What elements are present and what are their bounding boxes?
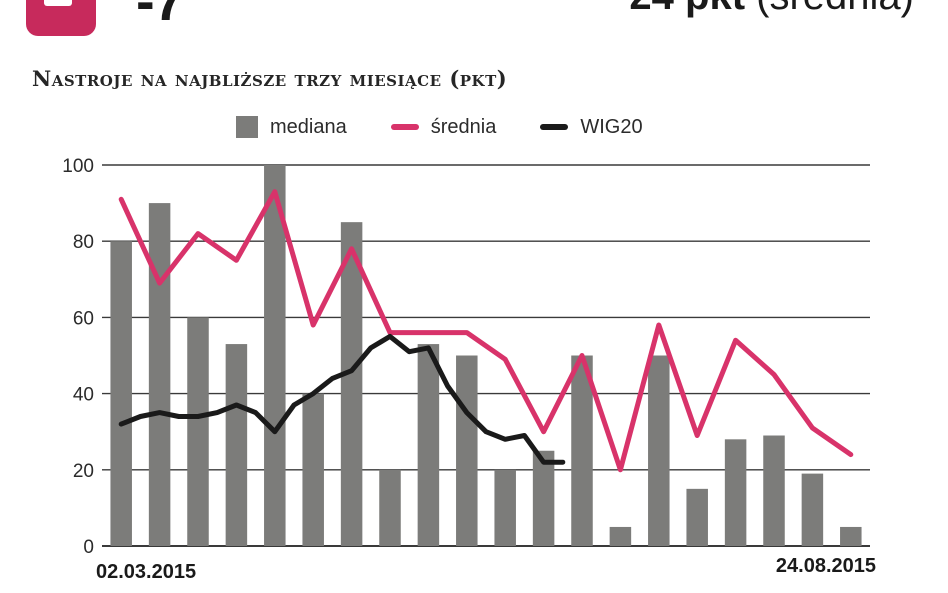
bar-mediana (840, 526, 862, 546)
bar-mediana (148, 203, 171, 546)
line-srednia (118, 189, 854, 473)
legend-swatch-mediana (236, 116, 258, 138)
bar-mediana (532, 450, 555, 546)
bar-mediana (724, 439, 747, 546)
bar-mediana (264, 165, 286, 546)
bar-mediana (494, 469, 516, 546)
line-wig20 (118, 333, 566, 465)
chart-legend: mediana średnia WIG20 (236, 114, 687, 140)
legend-item-wig20: WIG20 (540, 115, 643, 139)
y-tick-label: 100 (62, 156, 94, 177)
bar-mediana (763, 435, 785, 546)
legend-swatch-srednia (390, 124, 419, 130)
big-number: -7 (136, 0, 185, 32)
bar-mediana (571, 355, 593, 546)
bar-mediana (801, 473, 824, 546)
x-end-label: 24.08.2015 (776, 555, 876, 577)
bar-mediana (609, 526, 632, 546)
bar-mediana (648, 355, 670, 546)
bar-mediana (302, 393, 324, 546)
bar-mediana (456, 355, 478, 546)
headline: 24 pkt (średnia) (629, 0, 914, 19)
y-tick-label: 80 (73, 232, 94, 253)
badge-mark (44, 0, 72, 6)
legend-label-wig20: WIG20 (580, 115, 643, 138)
y-tick-label: 40 (73, 385, 94, 406)
bar-mediana (187, 317, 209, 546)
headline-note: (średnia) (756, 0, 914, 18)
bar-mediana (110, 241, 132, 546)
chart-title: Nastroje na najbliższe trzy miesiące (pk… (32, 66, 508, 91)
x-start-label: 02.03.2015 (96, 561, 196, 583)
headline-value: 24 pkt (629, 0, 745, 18)
y-tick-label: 0 (83, 537, 94, 558)
y-tick-label: 60 (73, 308, 94, 329)
bar-mediana (225, 344, 248, 546)
legend-item-mediana: mediana (236, 116, 347, 139)
y-tick-label: 20 (73, 461, 94, 482)
bar-mediana (417, 344, 440, 546)
brand-badge (26, 0, 96, 36)
legend-label-srednia: średnia (430, 115, 497, 138)
bar-mediana (686, 488, 708, 546)
bar-mediana (379, 469, 401, 546)
legend-swatch-wig20 (540, 124, 569, 130)
legend-label-mediana: mediana (270, 115, 347, 138)
bar-mediana (340, 222, 363, 546)
legend-item-srednia: średnia (390, 115, 497, 139)
